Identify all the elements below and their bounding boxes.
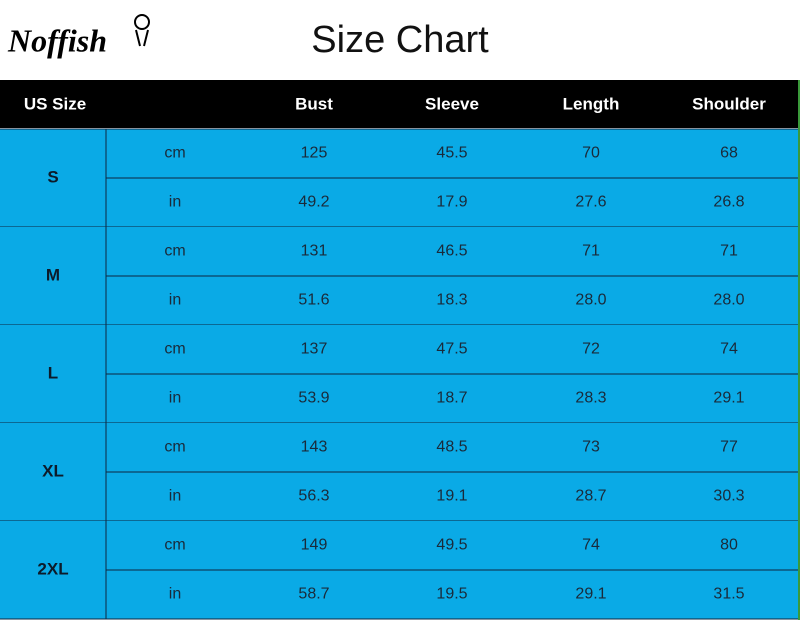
cell-value: 28.0 xyxy=(713,292,744,309)
cell-value: 48.5 xyxy=(436,439,467,456)
logo-icon xyxy=(134,14,150,47)
cell-value: 28.0 xyxy=(575,292,606,309)
cell-value: 31.5 xyxy=(713,586,744,603)
cell-value: 58.7 xyxy=(298,586,329,603)
cell-value: 29.1 xyxy=(713,390,744,407)
cell-value: 49.5 xyxy=(436,537,467,554)
title: Size Chart xyxy=(311,19,489,61)
size-label: XL xyxy=(42,461,64,480)
cell-value: 19.1 xyxy=(436,488,467,505)
column-header: Bust xyxy=(295,94,333,113)
cell-value: 30.3 xyxy=(713,488,744,505)
cell-value: 17.9 xyxy=(436,194,467,211)
cell-value: 49.2 xyxy=(298,194,329,211)
cell-value: 68 xyxy=(720,145,738,162)
unit-label: cm xyxy=(164,537,185,554)
cell-value: 137 xyxy=(301,341,328,358)
unit-label: in xyxy=(169,194,181,211)
cell-value: 72 xyxy=(582,341,600,358)
cell-value: 28.3 xyxy=(575,390,606,407)
cell-value: 77 xyxy=(720,439,738,456)
cell-value: 70 xyxy=(582,145,600,162)
cell-value: 74 xyxy=(582,537,600,554)
cell-value: 28.7 xyxy=(575,488,606,505)
size-label: M xyxy=(46,265,60,284)
column-header: Shoulder xyxy=(692,94,766,113)
cell-value: 53.9 xyxy=(298,390,329,407)
logo: Noffish xyxy=(7,22,107,58)
cell-value: 80 xyxy=(720,537,738,554)
size-label: 2XL xyxy=(37,559,68,578)
unit-label: in xyxy=(169,586,181,603)
cell-value: 47.5 xyxy=(436,341,467,358)
column-header: Sleeve xyxy=(425,94,479,113)
size-label: L xyxy=(48,363,58,382)
unit-label: cm xyxy=(164,145,185,162)
cell-value: 19.5 xyxy=(436,586,467,603)
cell-value: 149 xyxy=(301,537,328,554)
column-header: Length xyxy=(563,94,620,113)
unit-label: in xyxy=(169,488,181,505)
cell-value: 71 xyxy=(582,243,600,260)
cell-value: 51.6 xyxy=(298,292,329,309)
cell-value: 26.8 xyxy=(713,194,744,211)
cell-value: 18.3 xyxy=(436,292,467,309)
cell-value: 46.5 xyxy=(436,243,467,260)
unit-label: in xyxy=(169,292,181,309)
cell-value: 45.5 xyxy=(436,145,467,162)
unit-label: cm xyxy=(164,439,185,456)
unit-label: cm xyxy=(164,243,185,260)
unit-label: in xyxy=(169,390,181,407)
column-header: US Size xyxy=(24,94,86,113)
size-label: S xyxy=(47,167,58,186)
table: US Size Bust Sleeve Length Shoulder Scm 125 45.… xyxy=(0,94,800,620)
cell-value: 74 xyxy=(720,341,738,358)
unit-label: cm xyxy=(164,341,185,358)
cell-value: 143 xyxy=(301,439,328,456)
cell-value: 73 xyxy=(582,439,600,456)
cell-value: 131 xyxy=(301,243,328,260)
cell-value: 18.7 xyxy=(436,390,467,407)
cell-value: 56.3 xyxy=(298,488,329,505)
cell-value: 29.1 xyxy=(575,586,606,603)
cell-value: 27.6 xyxy=(575,194,606,211)
cell-value: 125 xyxy=(301,145,328,162)
header-row xyxy=(0,80,800,128)
cell-value: 71 xyxy=(720,243,738,260)
